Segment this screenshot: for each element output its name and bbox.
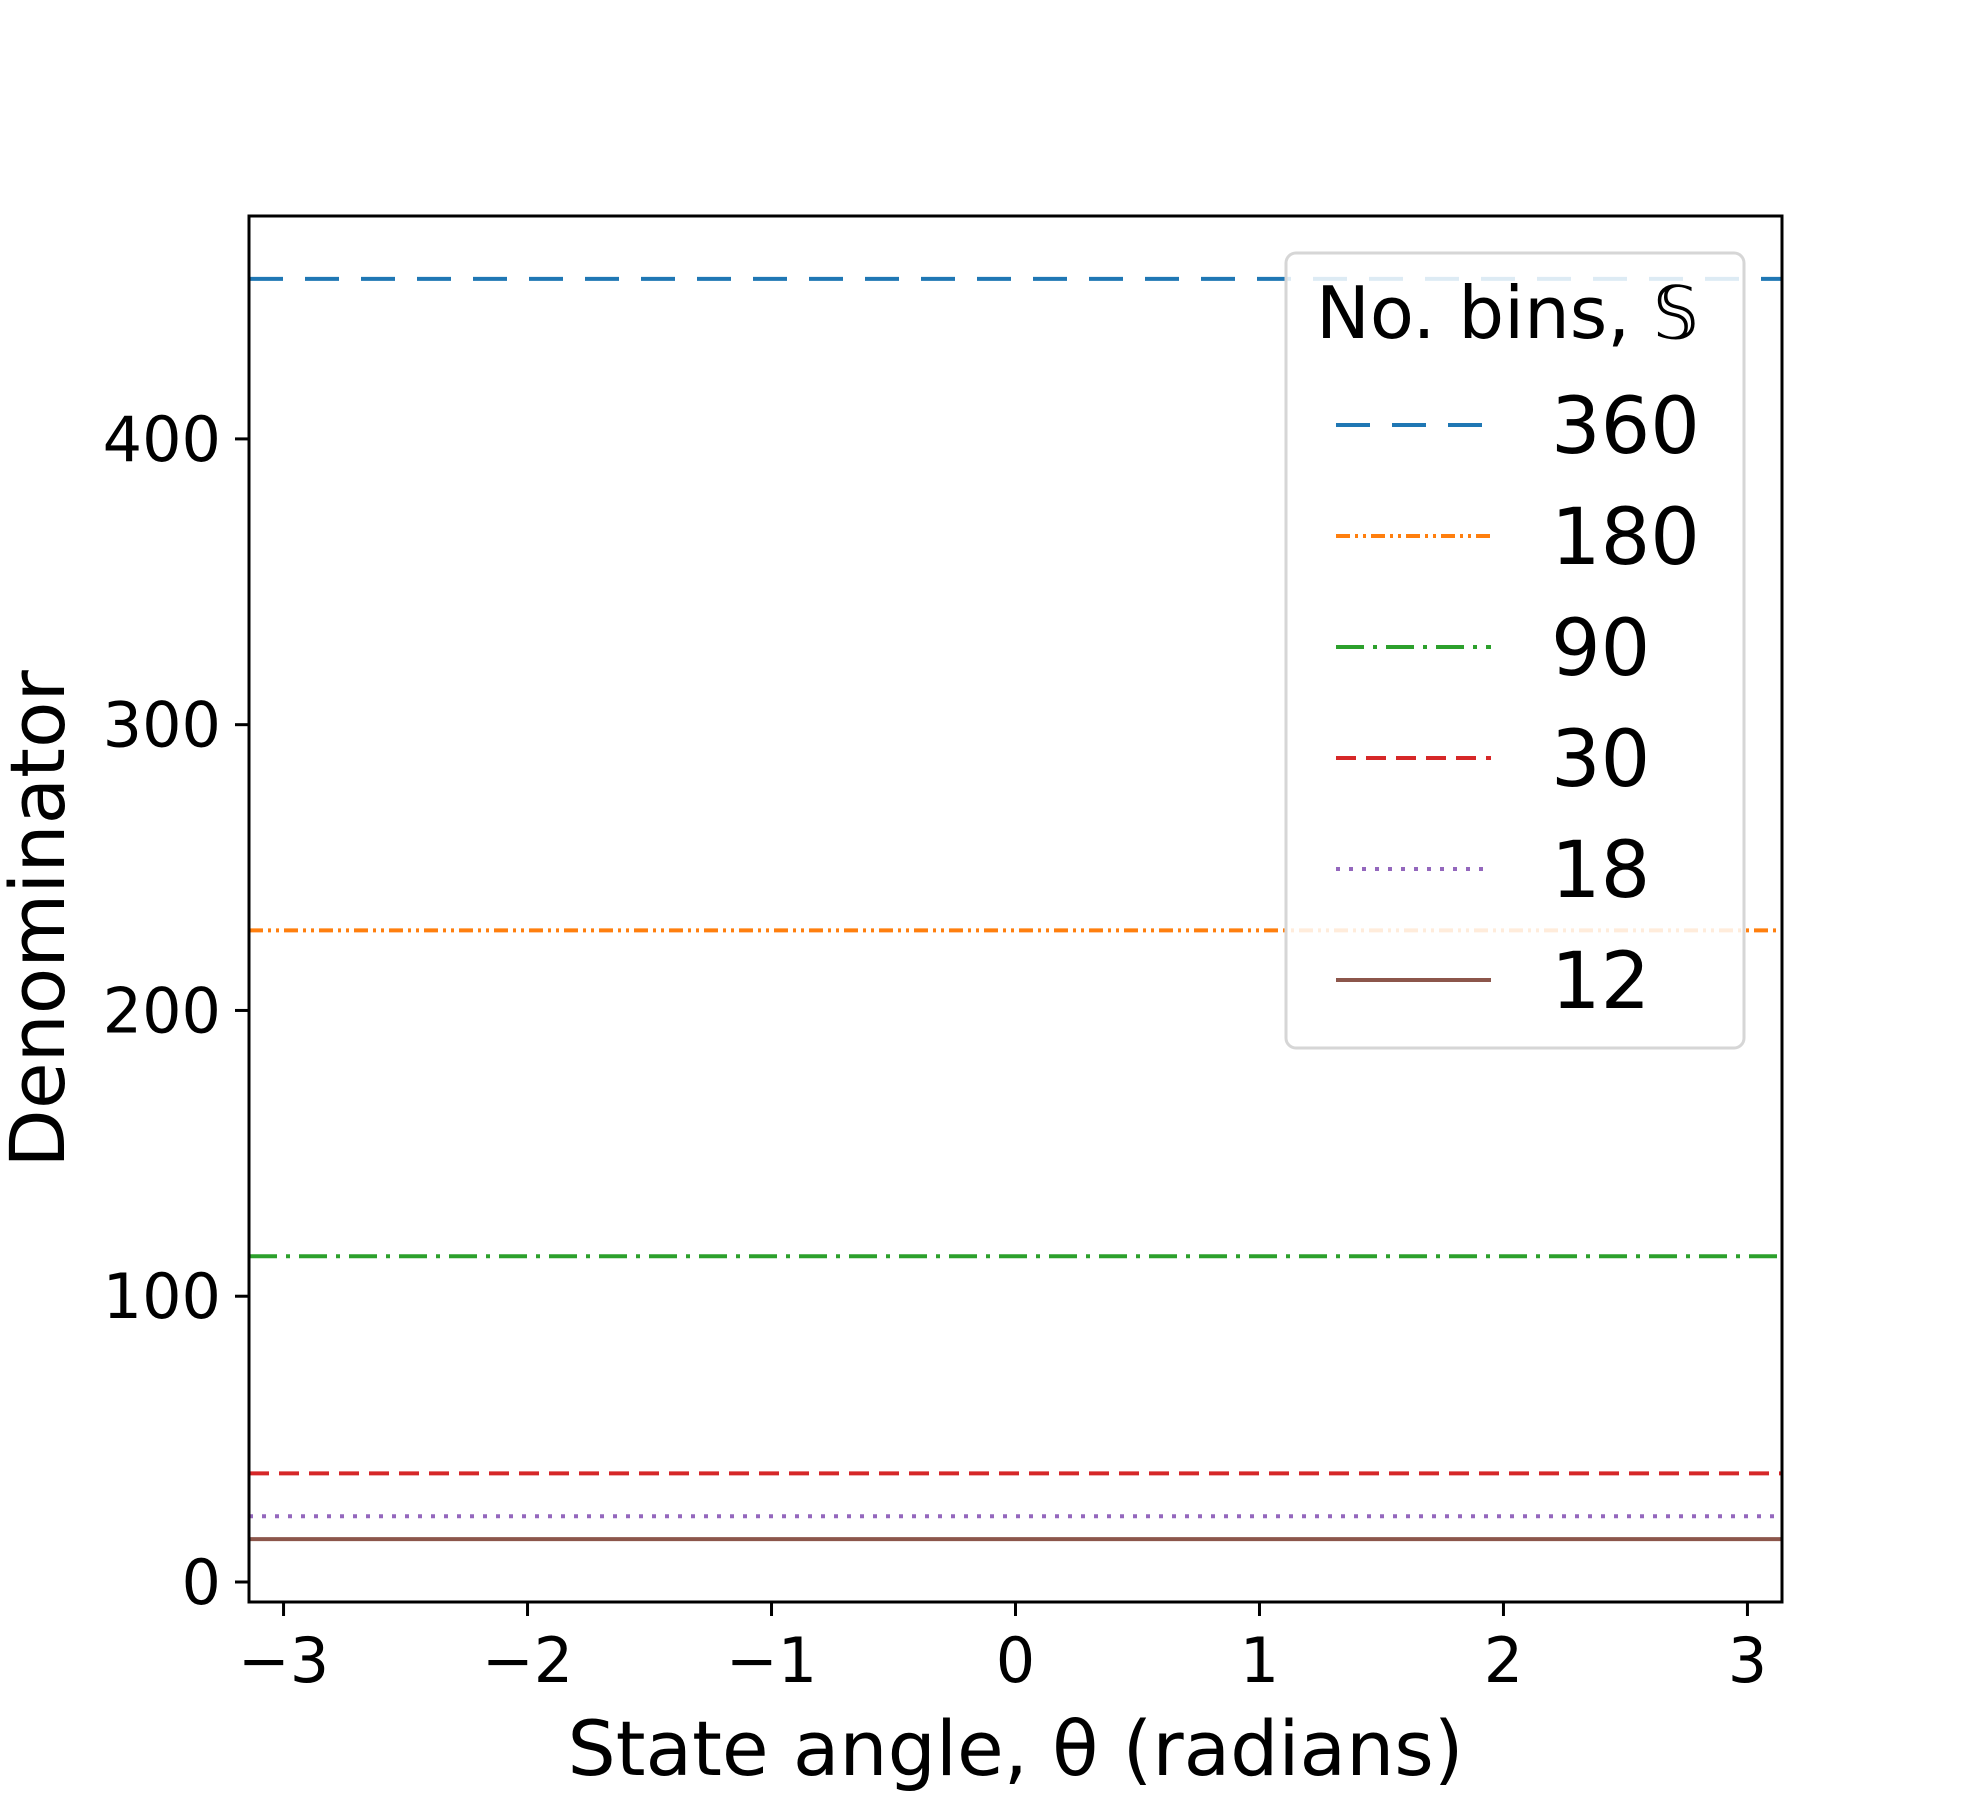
y-tick-label: 400 [103,403,221,476]
x-tick-label: 1 [1240,1624,1279,1697]
y-tick-label: 200 [103,974,221,1047]
legend-label-30: 30 [1551,715,1650,805]
legend-title: No. bins, 𝕊 [1316,271,1699,355]
legend-label-180: 180 [1551,493,1700,583]
y-tick-label: 300 [103,689,221,762]
x-tick-label: 2 [1484,1624,1523,1697]
x-tick-label: 3 [1728,1624,1767,1697]
x-axis-label: State angle, θ (radians) [568,1704,1464,1793]
y-tick-label: 0 [182,1546,221,1619]
x-tick-label: 0 [996,1624,1035,1697]
y-tick-label: 100 [103,1260,221,1333]
x-tick-label: −1 [726,1624,817,1697]
legend-label-90: 90 [1551,604,1650,694]
x-tick-label: −2 [482,1624,573,1697]
legend-label-18: 18 [1551,826,1650,916]
legend-box [1284,251,1746,1050]
x-tick-label: −3 [238,1624,329,1697]
legend-label-12: 12 [1551,937,1650,1027]
legend-items: 360 180 90 30 18 12 [1336,382,1700,1027]
legend: No. bins, 𝕊 360 180 90 30 18 12 [1284,251,1746,1050]
y-axis-label: Denominator [0,670,82,1168]
series-layer [249,276,1782,1542]
legend-label-360: 360 [1551,382,1700,472]
